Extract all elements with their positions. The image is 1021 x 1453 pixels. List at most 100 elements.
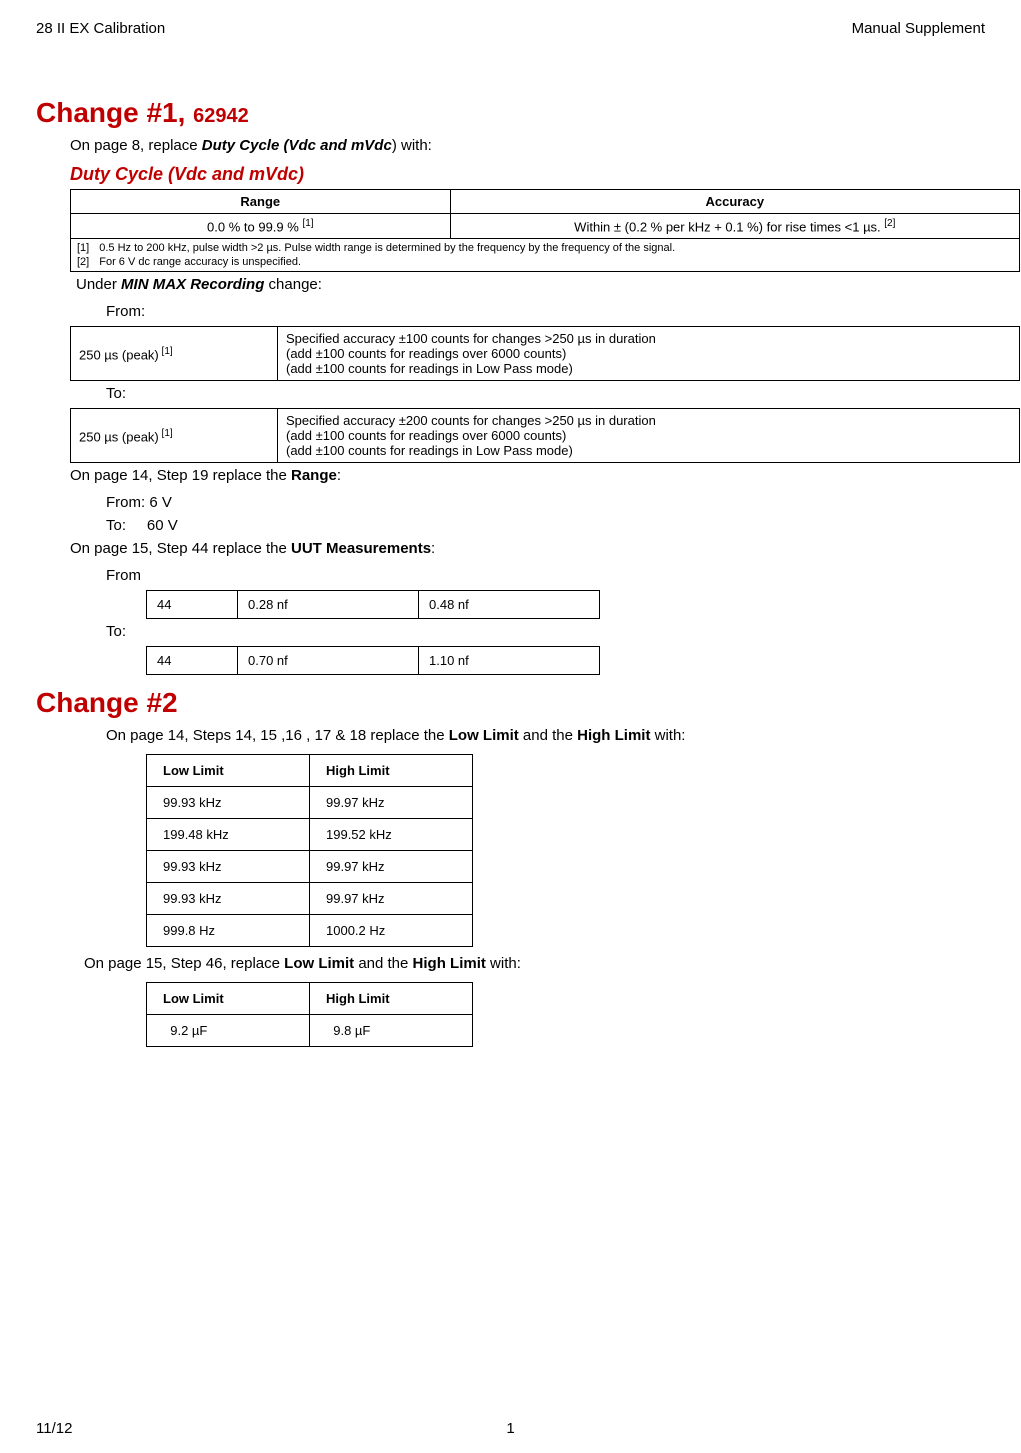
step19-intro: On page 14, Step 19 replace the Range: <box>70 467 985 484</box>
minmax-to-left: 250 µs (peak) [1] <box>71 409 278 463</box>
limits-row-4: 999.8 Hz 1000.2 Hz <box>147 915 473 947</box>
note2-text: For 6 V dc range accuracy is unspecified… <box>99 256 301 268</box>
uut-from-row: 44 0.28 nf 0.48 nf <box>147 591 600 619</box>
minmax-from-right: Specified accuracy ±100 counts for chang… <box>278 327 1020 381</box>
step19-from: From: 6 V <box>106 494 985 511</box>
change2-heading: Change #2 <box>36 687 985 719</box>
step44-intro: On page 15, Step 44 replace the UUT Meas… <box>70 540 985 557</box>
limits-table: Low Limit High Limit 99.93 kHz 99.97 kHz… <box>146 754 473 947</box>
td-range-sup: [1] <box>302 218 313 229</box>
duty-cycle-notes-row: [1] 0.5 Hz to 200 kHz, pulse width >2 µs… <box>71 239 1020 272</box>
change2-mid: and the <box>519 727 577 744</box>
minmax-from-left-sup: [1] <box>159 346 173 357</box>
minmax-from-table: 250 µs (peak) [1] Specified accuracy ±10… <box>70 326 1020 381</box>
minmax-post: change: <box>264 276 322 293</box>
limits-1-low: 199.48 kHz <box>147 819 310 851</box>
uut-from-table: 44 0.28 nf 0.48 nf <box>146 590 600 619</box>
minmax-from-left: 250 µs (peak) [1] <box>71 327 278 381</box>
footer-left: 11/12 <box>36 1420 72 1437</box>
td-acc-text: Within ± (0.2 % per kHz + 0.1 %) for ris… <box>574 219 884 234</box>
change1-title-sub: 62942 <box>193 105 249 127</box>
uut-to-wrap: 44 0.70 nf 1.10 nf <box>146 646 985 675</box>
change1-intro-pre: On page 8, replace <box>70 137 202 154</box>
cap-table: Low Limit High Limit 9.2 µF 9.8 µF <box>146 982 473 1047</box>
step46-b1: Low Limit <box>284 955 354 972</box>
limits-3-low: 99.93 kHz <box>147 883 310 915</box>
limits-1-high: 199.52 kHz <box>310 819 473 851</box>
duty-cycle-header-row: Range Accuracy <box>71 190 1020 214</box>
change1-title-main: Change #1, <box>36 97 193 128</box>
cap-th-low: Low Limit <box>147 983 310 1015</box>
td-accuracy: Within ± (0.2 % per kHz + 0.1 %) for ris… <box>450 214 1019 239</box>
limits-row-0: 99.93 kHz 99.97 kHz <box>147 787 473 819</box>
header-left: 28 II EX Calibration <box>36 20 165 37</box>
cap-low: 9.2 µF <box>147 1015 310 1047</box>
minmax-from-l2: (add ±100 counts for readings over 6000 … <box>286 346 1011 361</box>
minmax-to-left-sup: [1] <box>159 428 173 439</box>
cap-wrap: Low Limit High Limit 9.2 µF 9.8 µF <box>146 982 985 1047</box>
change2-b1: Low Limit <box>449 727 519 744</box>
change1-intro: On page 8, replace Duty Cycle (Vdc and m… <box>70 137 985 154</box>
step46-intro: On page 15, Step 46, replace Low Limit a… <box>84 955 985 972</box>
step46-mid: and the <box>354 955 412 972</box>
th-accuracy: Accuracy <box>450 190 1019 214</box>
change2-pre: On page 14, Steps 14, 15 ,16 , 17 & 18 r… <box>106 727 449 744</box>
from-label-1: From: <box>106 303 985 320</box>
note2-label: [2] <box>77 256 89 268</box>
change2-b2: High Limit <box>577 727 650 744</box>
limits-2-high: 99.97 kHz <box>310 851 473 883</box>
minmax-pre: Under <box>76 276 121 293</box>
page: 28 II EX Calibration Manual Supplement C… <box>0 0 1021 1453</box>
minmax-from-l3: (add ±100 counts for readings in Low Pas… <box>286 361 1011 376</box>
note2: [2] For 6 V dc range accuracy is unspeci… <box>77 255 1013 269</box>
minmax-from-left-text: 250 µs (peak) <box>79 347 159 362</box>
note1-text: 0.5 Hz to 200 kHz, pulse width >2 µs. Pu… <box>99 242 675 254</box>
duty-cycle-data-row: 0.0 % to 99.9 % [1] Within ± (0.2 % per … <box>71 214 1020 239</box>
minmax-to-l3: (add ±100 counts for readings in Low Pas… <box>286 443 1011 458</box>
th-low: Low Limit <box>147 755 310 787</box>
step46-pre: On page 15, Step 46, replace <box>84 955 284 972</box>
limits-4-high: 1000.2 Hz <box>310 915 473 947</box>
cap-high: 9.8 µF <box>310 1015 473 1047</box>
minmax-from-row: 250 µs (peak) [1] Specified accuracy ±10… <box>71 327 1020 381</box>
note1: [1] 0.5 Hz to 200 kHz, pulse width >2 µs… <box>77 241 1013 255</box>
limits-0-low: 99.93 kHz <box>147 787 310 819</box>
minmax-from-l1: Specified accuracy ±100 counts for chang… <box>286 331 1011 346</box>
th-high: High Limit <box>310 755 473 787</box>
uut-to-c3: 1.10 nf <box>419 647 600 675</box>
change1-intro-bold: Duty Cycle (Vdc and mVdc <box>202 137 392 154</box>
to-label-1: To: <box>106 385 985 402</box>
running-footer: 11/12 1 <box>36 1420 985 1437</box>
step46-b2: High Limit <box>413 955 486 972</box>
step44-from-label: From <box>106 567 985 584</box>
step19-to: To: 60 V <box>106 517 985 534</box>
limits-row-3: 99.93 kHz 99.97 kHz <box>147 883 473 915</box>
td-range: 0.0 % to 99.9 % [1] <box>71 214 451 239</box>
duty-cycle-subheading: Duty Cycle (Vdc and mVdc) <box>70 164 985 185</box>
minmax-to-table: 250 µs (peak) [1] Specified accuracy ±20… <box>70 408 1020 463</box>
step19-post: : <box>337 467 341 484</box>
change2-intro: On page 14, Steps 14, 15 ,16 , 17 & 18 r… <box>106 727 985 744</box>
uut-from-c3: 0.48 nf <box>419 591 600 619</box>
th-range: Range <box>71 190 451 214</box>
header-right: Manual Supplement <box>852 20 985 37</box>
td-range-text: 0.0 % to 99.9 % <box>207 219 302 234</box>
uut-from-c2: 0.28 nf <box>238 591 419 619</box>
minmax-to-l2: (add ±100 counts for readings over 6000 … <box>286 428 1011 443</box>
limits-row-1: 199.48 kHz 199.52 kHz <box>147 819 473 851</box>
step44-pre: On page 15, Step 44 replace the <box>70 540 291 557</box>
minmax-to-left-text: 250 µs (peak) <box>79 429 159 444</box>
duty-cycle-notes-cell: [1] 0.5 Hz to 200 kHz, pulse width >2 µs… <box>71 239 1020 272</box>
note1-label: [1] <box>77 242 89 254</box>
limits-header-row: Low Limit High Limit <box>147 755 473 787</box>
change1-intro-post: ) with: <box>392 137 432 154</box>
step19-bold: Range <box>291 467 337 484</box>
step46-post: with: <box>486 955 521 972</box>
uut-to-table: 44 0.70 nf 1.10 nf <box>146 646 600 675</box>
limits-wrap: Low Limit High Limit 99.93 kHz 99.97 kHz… <box>146 754 985 947</box>
td-acc-sup: [2] <box>884 218 895 229</box>
uut-to-c1: 44 <box>147 647 238 675</box>
duty-cycle-table: Range Accuracy 0.0 % to 99.9 % [1] Withi… <box>70 189 1020 272</box>
uut-to-row: 44 0.70 nf 1.10 nf <box>147 647 600 675</box>
minmax-intro: Under MIN MAX Recording change: <box>76 276 985 293</box>
